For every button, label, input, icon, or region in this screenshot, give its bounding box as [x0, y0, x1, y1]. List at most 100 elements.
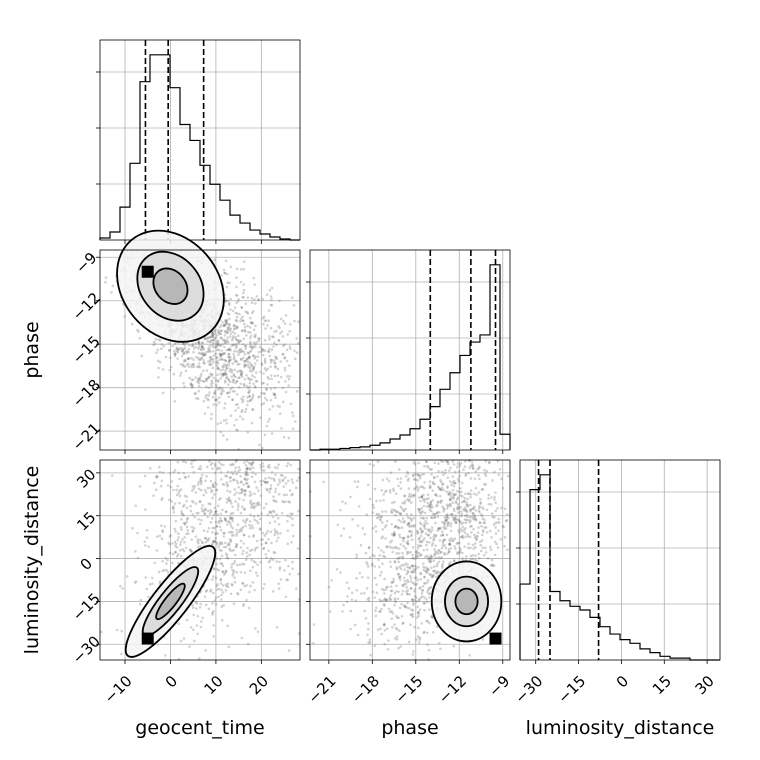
scatter-geocent-time-vs-luminosity-distance-point [217, 519, 221, 523]
scatter-geocent-time-vs-phase-point [220, 391, 223, 395]
scatter-geocent-time-vs-luminosity-distance-point [134, 580, 138, 583]
scatter-geocent-time-vs-luminosity-distance-point [249, 569, 252, 573]
scatter-geocent-time-vs-luminosity-distance-point [175, 488, 178, 492]
scatter-geocent-time-vs-phase-point [194, 392, 197, 395]
scatter-geocent-time-vs-luminosity-distance-point [213, 471, 217, 475]
scatter-geocent-time-vs-phase-point [252, 366, 255, 369]
scatter-phase-vs-luminosity-distance-point [412, 601, 415, 605]
scatter-phase-vs-luminosity-distance-point [378, 554, 382, 557]
scatter-geocent-time-vs-phase-point [210, 379, 213, 383]
scatter-geocent-time-vs-luminosity-distance-point [277, 492, 281, 496]
scatter-phase-vs-luminosity-distance-point [442, 510, 445, 513]
scatter-geocent-time-vs-luminosity-distance-point [265, 532, 268, 535]
scatter-geocent-time-vs-phase-point [182, 342, 185, 346]
scatter-geocent-time-vs-phase-point [279, 317, 283, 321]
scatter-geocent-time-vs-luminosity-distance-point [189, 549, 192, 552]
scatter-geocent-time-vs-phase-point [237, 339, 240, 342]
scatter-geocent-time-vs-phase-point [213, 346, 217, 349]
scatter-phase-vs-luminosity-distance-point [441, 566, 444, 570]
scatter-phase-vs-luminosity-distance-point [413, 594, 417, 598]
scatter-geocent-time-vs-phase-point [228, 359, 231, 363]
scatter-geocent-time-vs-phase-point [208, 362, 212, 366]
scatter-phase-vs-luminosity-distance-point [451, 516, 455, 519]
scatter-geocent-time-vs-phase-point [228, 347, 232, 350]
scatter-geocent-time-vs-phase-point [200, 348, 203, 352]
scatter-geocent-time-vs-phase-point [250, 421, 254, 425]
scatter-geocent-time-vs-phase-point [215, 364, 219, 368]
scatter-geocent-time-vs-luminosity-distance-point [239, 546, 243, 549]
scatter-geocent-time-vs-luminosity-distance-point [176, 460, 180, 464]
scatter-phase-vs-luminosity-distance-point [443, 516, 447, 519]
scatter-phase-vs-luminosity-distance-point [432, 476, 436, 480]
scatter-geocent-time-vs-phase-point [276, 367, 280, 371]
scatter-geocent-time-vs-phase-point [213, 392, 217, 395]
scatter-geocent-time-vs-phase-point [248, 361, 252, 365]
scatter-geocent-time-vs-phase-point [244, 407, 248, 411]
scatter-geocent-time-vs-luminosity-distance-point [236, 481, 240, 485]
scatter-geocent-time-vs-phase-point [253, 335, 257, 339]
scatter-phase-vs-luminosity-distance-point [390, 501, 394, 505]
scatter-phase-vs-luminosity-distance-point [483, 468, 486, 472]
scatter-geocent-time-vs-luminosity-distance-point [221, 584, 225, 587]
scatter-geocent-time-vs-luminosity-distance-point [228, 476, 232, 480]
scatter-geocent-time-vs-phase-point [250, 397, 254, 401]
scatter-phase-vs-luminosity-distance-point [312, 642, 315, 645]
scatter-geocent-time-vs-phase-point [215, 344, 218, 348]
scatter-phase-vs-luminosity-distance-point [427, 592, 431, 596]
scatter-geocent-time-vs-phase-point [250, 321, 253, 325]
scatter-geocent-time-vs-luminosity-distance-point [222, 531, 226, 535]
scatter-geocent-time-vs-phase-point [191, 343, 195, 346]
scatter-geocent-time-vs-phase-point [173, 354, 177, 358]
scatter-geocent-time-vs-phase-point [221, 338, 225, 342]
scatter-geocent-time-vs-luminosity-distance-point [171, 506, 175, 510]
scatter-geocent-time-vs-luminosity-distance-point [245, 467, 248, 470]
scatter-geocent-time-vs-phase-point [263, 433, 267, 437]
scatter-geocent-time-vs-luminosity-distance-point [244, 470, 248, 473]
scatter-phase-vs-luminosity-distance-point [402, 582, 406, 586]
scatter-phase-vs-luminosity-distance-point [382, 493, 385, 496]
scatter-geocent-time-vs-phase-point [221, 373, 225, 376]
scatter-geocent-time-vs-luminosity-distance-point [244, 489, 247, 493]
scatter-phase-vs-luminosity-distance-point [478, 521, 482, 524]
scatter-geocent-time-vs-phase-point [227, 348, 230, 351]
scatter-phase-vs-luminosity-distance-point [367, 483, 370, 487]
scatter-phase-vs-luminosity-distance-point [417, 610, 420, 614]
scatter-phase-vs-luminosity-distance-point [368, 462, 372, 466]
scatter-geocent-time-vs-luminosity-distance-point [256, 546, 259, 549]
scatter-geocent-time-vs-phase-point [173, 352, 177, 356]
scatter-phase-vs-luminosity-distance-point [471, 511, 475, 515]
scatter-phase-vs-luminosity-distance-point [392, 531, 396, 534]
scatter-geocent-time-vs-phase-point [214, 336, 218, 340]
scatter-phase-vs-luminosity-distance-point [393, 599, 397, 602]
scatter-geocent-time-vs-phase-point [232, 327, 236, 331]
scatter-phase-vs-luminosity-distance-point [381, 535, 385, 538]
scatter-geocent-time-vs-phase-point [227, 312, 231, 316]
scatter-phase-vs-luminosity-distance-point [421, 530, 424, 533]
scatter-geocent-time-vs-luminosity-distance-point [269, 484, 273, 487]
scatter-phase-vs-luminosity-distance-point [322, 480, 325, 484]
scatter-phase-vs-luminosity-distance-point [428, 480, 432, 483]
scatter-geocent-time-vs-luminosity-distance-point [214, 532, 217, 536]
scatter-phase-vs-luminosity-distance-point [365, 513, 369, 516]
scatter-geocent-time-vs-luminosity-distance-point [232, 463, 235, 466]
scatter-geocent-time-vs-luminosity-distance-point [203, 512, 206, 515]
scatter-geocent-time-vs-luminosity-distance-point [227, 645, 231, 649]
scatter-geocent-time-vs-phase-point [223, 341, 227, 345]
scatter-geocent-time-vs-phase-point [247, 356, 251, 360]
scatter-geocent-time-vs-phase-point [197, 345, 201, 349]
scatter-geocent-time-vs-phase-point [241, 400, 244, 404]
scatter-geocent-time-vs-luminosity-distance-point [269, 557, 273, 560]
scatter-phase-vs-luminosity-distance-point [475, 535, 478, 538]
scatter-phase-vs-luminosity-distance-point [445, 503, 449, 507]
scatter-geocent-time-vs-luminosity-distance-point [248, 590, 251, 594]
scatter-phase-vs-luminosity-distance-point [419, 596, 423, 600]
scatter-geocent-time-vs-luminosity-distance-point [228, 549, 232, 552]
scatter-geocent-time-vs-phase-point [267, 319, 271, 322]
scatter-geocent-time-vs-phase-point [229, 297, 232, 301]
scatter-geocent-time-vs-phase-point [187, 362, 190, 366]
scatter-phase-vs-luminosity-distance-point [454, 500, 458, 503]
scatter-geocent-time-vs-phase-point [241, 398, 245, 402]
scatter-geocent-time-vs-phase-point [225, 319, 229, 323]
scatter-phase-vs-luminosity-distance-point [393, 603, 396, 607]
scatter-phase-vs-luminosity-distance-point [381, 528, 385, 531]
